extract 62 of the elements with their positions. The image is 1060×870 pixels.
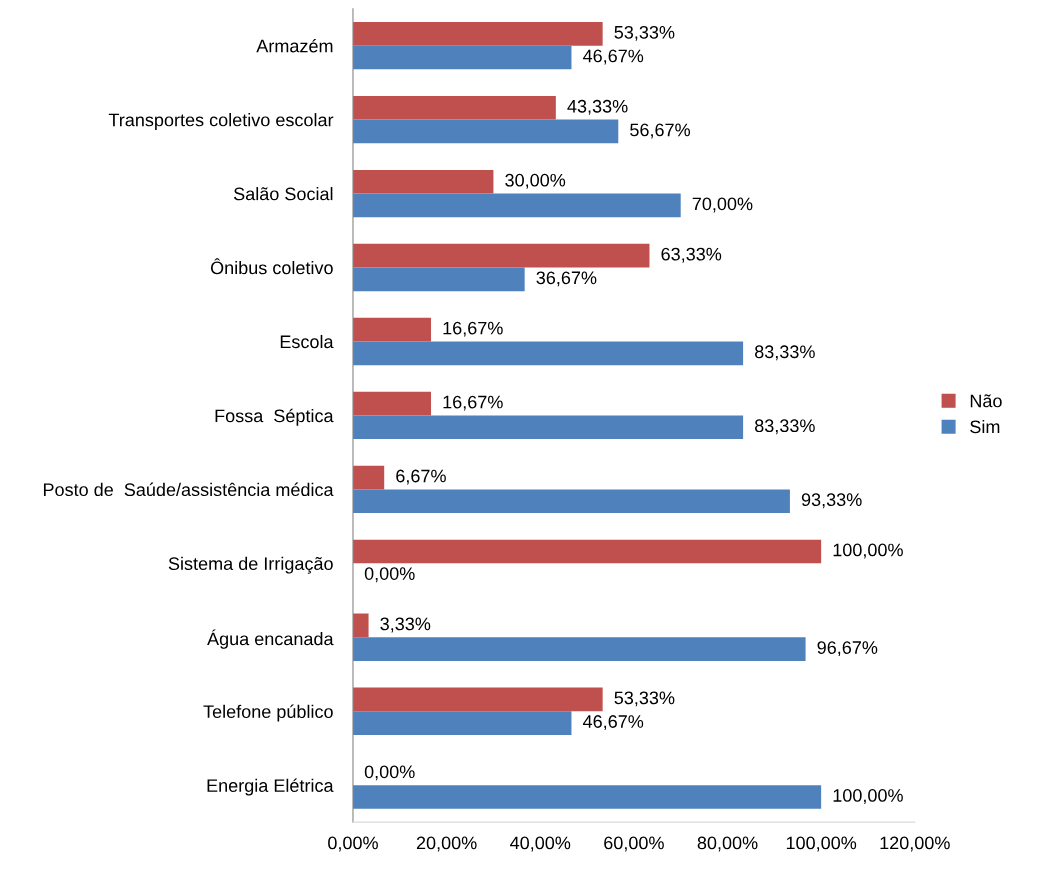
y-tick-label: Água encanada xyxy=(207,629,334,649)
y-tick-label: Armazém xyxy=(256,38,333,53)
y-tick-label: Salão Social xyxy=(233,187,333,201)
data-label: 16,67% xyxy=(443,321,503,337)
x-tick-label: 120,00% xyxy=(880,836,950,852)
data-label: 30,00% xyxy=(505,173,566,189)
x-tick-label: 100,00% xyxy=(786,836,857,852)
data-label: 0,00% xyxy=(364,567,415,583)
legend-label: Sim xyxy=(970,419,1000,434)
bar xyxy=(352,119,619,144)
data-label: 63,33% xyxy=(661,247,722,263)
y-tick-label: Ônibus coletivo xyxy=(210,258,333,275)
bar xyxy=(352,539,822,564)
data-label: 56,67% xyxy=(630,123,690,139)
y-tick-label: Transportes coletivo escolar xyxy=(108,113,334,130)
bar xyxy=(352,341,744,366)
data-label: 36,67% xyxy=(536,271,597,287)
bar xyxy=(352,95,556,120)
bar xyxy=(352,489,790,514)
data-label: 46,67% xyxy=(583,49,644,65)
bar xyxy=(352,169,494,194)
bar xyxy=(352,785,822,809)
bar xyxy=(352,415,744,440)
bar xyxy=(352,687,603,712)
data-label: 3,33% xyxy=(380,617,431,633)
x-tick-label: 60,00% xyxy=(604,836,664,852)
data-label: 96,67% xyxy=(817,641,878,657)
y-tick-label: Sistema de Irrigação xyxy=(168,556,333,574)
bar xyxy=(352,637,806,661)
y-tick-label: Escola xyxy=(280,334,334,349)
bar xyxy=(352,267,525,292)
y-tick-label: Telefone público xyxy=(203,704,333,722)
bar xyxy=(352,243,650,268)
legend-label: Não xyxy=(970,394,1002,408)
data-label: 83,33% xyxy=(755,345,815,361)
y-tick-label: Energia Elétrica xyxy=(207,778,334,796)
x-tick-label: 20,00% xyxy=(416,836,477,852)
data-label: 6,67% xyxy=(396,469,446,485)
bar xyxy=(352,391,432,416)
bar xyxy=(352,22,603,46)
x-tick-label: 80,00% xyxy=(697,836,758,852)
data-label: 43,33% xyxy=(567,99,628,115)
bar xyxy=(352,45,572,70)
data-label: 100,00% xyxy=(833,789,903,804)
data-label: 70,00% xyxy=(692,197,753,213)
bar xyxy=(352,193,681,218)
data-label: 83,33% xyxy=(755,419,815,435)
data-label: 93,33% xyxy=(801,493,862,509)
x-tick-label: 40,00% xyxy=(510,836,571,852)
bar xyxy=(352,613,369,638)
data-label: 53,33% xyxy=(614,691,675,707)
data-label: 16,67% xyxy=(443,395,503,411)
bar xyxy=(352,465,385,490)
data-label: 100,00% xyxy=(833,543,903,559)
bar xyxy=(352,317,432,342)
y-tick-label: Posto de Saúde/assistência médica xyxy=(43,482,334,497)
bar xyxy=(352,711,572,735)
data-label: 46,67% xyxy=(583,715,644,731)
x-tick-label: 0,00% xyxy=(328,836,378,852)
y-tick-label: Fossa Séptica xyxy=(215,408,334,426)
data-label: 53,33% xyxy=(614,25,675,41)
data-label: 0,00% xyxy=(364,765,415,781)
